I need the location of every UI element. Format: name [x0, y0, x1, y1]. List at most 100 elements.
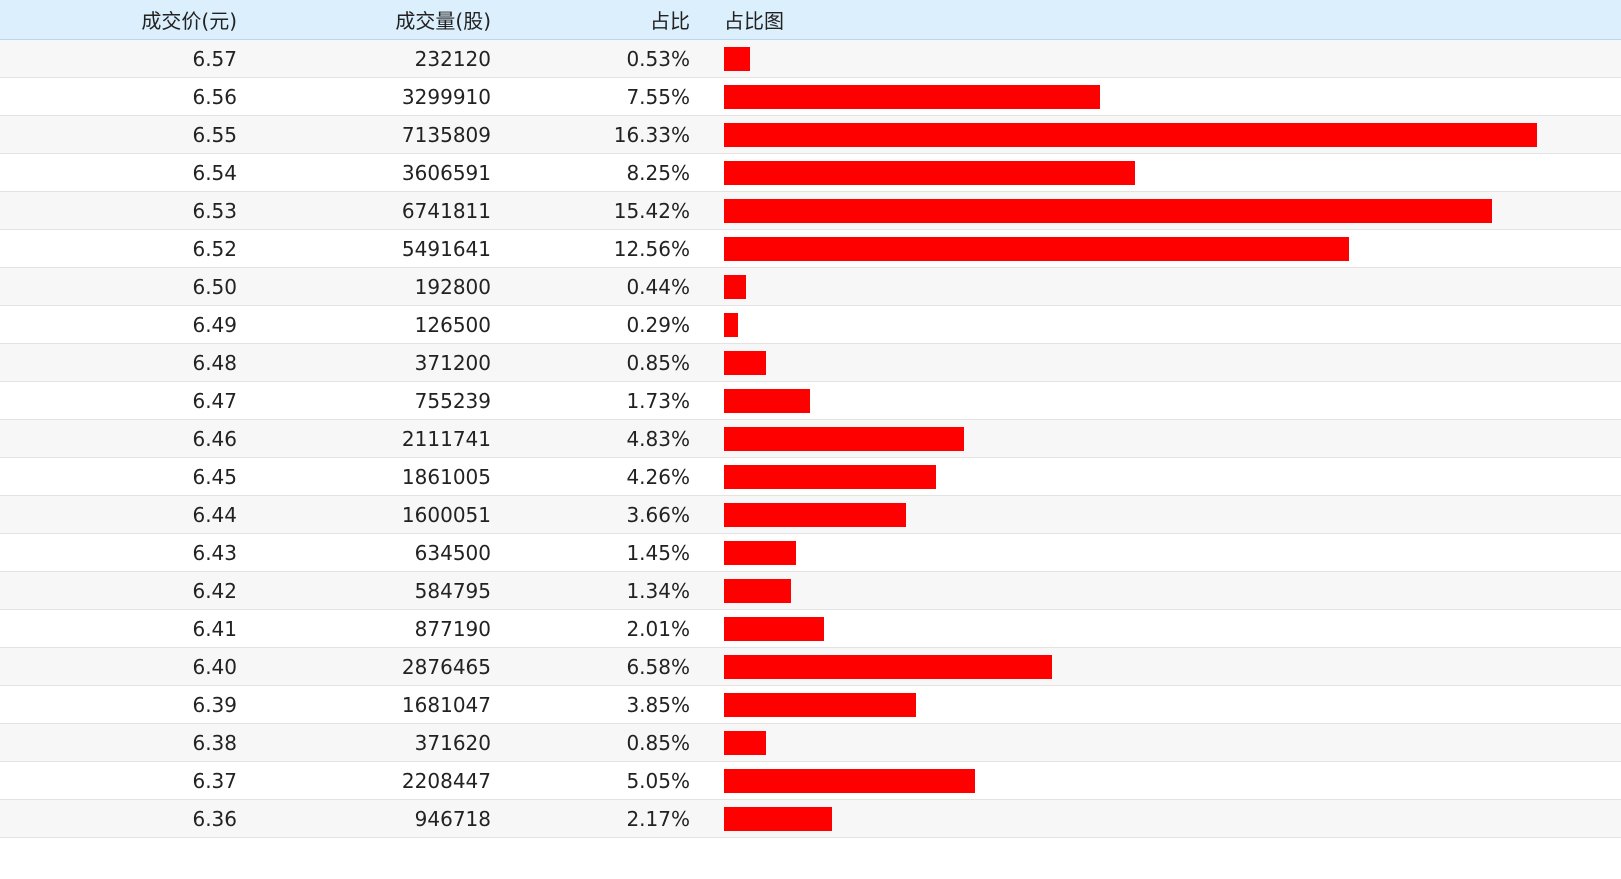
volume-cell: 877190: [414, 616, 491, 641]
table-row[interactable]: 6.57 232120 0.53%: [0, 40, 1621, 78]
price-cell: 6.49: [192, 312, 237, 337]
table-row[interactable]: 6.42 584795 1.34%: [0, 572, 1621, 610]
ratio-bar-cell: [724, 648, 1604, 685]
price-cell: 6.48: [192, 350, 237, 375]
table-row[interactable]: 6.44 1600051 3.66%: [0, 496, 1621, 534]
ratio-bar: [724, 768, 975, 793]
ratio-bar-cell: [724, 154, 1604, 191]
price-cell: 6.38: [192, 730, 237, 755]
volume-column-header[interactable]: 成交量(股): [395, 9, 491, 33]
ratio-cell: 15.42%: [613, 198, 690, 223]
ratio-bar-cell: [724, 534, 1604, 571]
ratio-bar-cell: [724, 268, 1604, 305]
price-cell: 6.57: [192, 46, 237, 71]
volume-cell: 371200: [414, 350, 491, 375]
ratio-bar: [724, 692, 916, 717]
price-cell: 6.54: [192, 160, 237, 185]
table-row[interactable]: 6.50 192800 0.44%: [0, 268, 1621, 306]
ratio-column-header[interactable]: 占比: [650, 9, 690, 33]
price-cell: 6.55: [192, 122, 237, 147]
price-cell: 6.56: [192, 84, 237, 109]
ratio-bar-cell: [724, 458, 1604, 495]
ratio-bar: [724, 616, 824, 641]
ratio-cell: 6.58%: [626, 654, 690, 679]
table-row[interactable]: 6.48 371200 0.85%: [0, 344, 1621, 382]
ratio-cell: 3.85%: [626, 692, 690, 717]
ratio-bar: [724, 806, 832, 831]
ratio-bar: [724, 502, 906, 527]
table-row[interactable]: 6.55 7135809 16.33%: [0, 116, 1621, 154]
table-row[interactable]: 6.56 3299910 7.55%: [0, 78, 1621, 116]
volume-cell: 1861005: [401, 464, 491, 489]
volume-cell: 3299910: [401, 84, 491, 109]
ratio-bar: [724, 312, 738, 337]
ratio-cell: 0.44%: [626, 274, 690, 299]
ratio-cell: 12.56%: [613, 236, 690, 261]
volume-cell: 232120: [414, 46, 491, 71]
ratio-cell: 0.29%: [626, 312, 690, 337]
price-cell: 6.41: [192, 616, 237, 641]
ratio-cell: 5.05%: [626, 768, 690, 793]
price-cell: 6.44: [192, 502, 237, 527]
ratio-bar: [724, 730, 766, 755]
ratio-bar-cell: [724, 610, 1604, 647]
volume-cell: 634500: [414, 540, 491, 565]
ratio-bar-cell: [724, 724, 1604, 761]
ratio-bar: [724, 122, 1537, 147]
table-row[interactable]: 6.37 2208447 5.05%: [0, 762, 1621, 800]
table-row[interactable]: 6.45 1861005 4.26%: [0, 458, 1621, 496]
ratio-bar-cell: [724, 344, 1604, 381]
ratio-bar: [724, 46, 750, 71]
ratio-bar-cell: [724, 420, 1604, 457]
ratio-bar: [724, 654, 1052, 679]
table-row[interactable]: 6.43 634500 1.45%: [0, 534, 1621, 572]
price-column-header[interactable]: 成交价(元): [141, 9, 237, 33]
ratio-bar: [724, 198, 1492, 223]
table-row[interactable]: 6.39 1681047 3.85%: [0, 686, 1621, 724]
ratio-bar-cell: [724, 762, 1604, 799]
volume-cell: 3606591: [401, 160, 491, 185]
table-row[interactable]: 6.36 946718 2.17%: [0, 800, 1621, 838]
ratio-cell: 16.33%: [613, 122, 690, 147]
table-row[interactable]: 6.47 755239 1.73%: [0, 382, 1621, 420]
ratio-bar: [724, 350, 766, 375]
table-row[interactable]: 6.41 877190 2.01%: [0, 610, 1621, 648]
volume-cell: 1600051: [401, 502, 491, 527]
ratio-bar-cell: [724, 496, 1604, 533]
ratio-bar-cell: [724, 192, 1604, 229]
table-body: 6.57 232120 0.53% 6.56 3299910 7.55% 6.55 71358…: [0, 40, 1621, 838]
volume-cell: 5491641: [401, 236, 491, 261]
ratio-bar-cell: [724, 306, 1604, 343]
table-row[interactable]: 6.53 6741811 15.42%: [0, 192, 1621, 230]
price-cell: 6.45: [192, 464, 237, 489]
ratio-cell: 0.85%: [626, 730, 690, 755]
price-cell: 6.37: [192, 768, 237, 793]
ratio-bar-cell: [724, 382, 1604, 419]
ratio-bar: [724, 388, 810, 413]
ratio-cell: 0.53%: [626, 46, 690, 71]
ratio-bar: [724, 160, 1135, 185]
volume-cell: 946718: [414, 806, 491, 831]
volume-cell: 584795: [414, 578, 491, 603]
volume-cell: 2111741: [401, 426, 491, 451]
price-cell: 6.52: [192, 236, 237, 261]
ratio-bar: [724, 578, 791, 603]
price-cell: 6.53: [192, 198, 237, 223]
ratio-chart-column-header[interactable]: 占比图: [724, 9, 784, 33]
volume-cell: 2876465: [401, 654, 491, 679]
price-cell: 6.39: [192, 692, 237, 717]
price-cell: 6.46: [192, 426, 237, 451]
table-row[interactable]: 6.54 3606591 8.25%: [0, 154, 1621, 192]
table-row[interactable]: 6.52 5491641 12.56%: [0, 230, 1621, 268]
table-row[interactable]: 6.46 2111741 4.83%: [0, 420, 1621, 458]
table-row[interactable]: 6.49 126500 0.29%: [0, 306, 1621, 344]
table-row[interactable]: 6.40 2876465 6.58%: [0, 648, 1621, 686]
ratio-bar: [724, 84, 1100, 109]
price-cell: 6.36: [192, 806, 237, 831]
table-row[interactable]: 6.38 371620 0.85%: [0, 724, 1621, 762]
ratio-bar-cell: [724, 572, 1604, 609]
price-cell: 6.47: [192, 388, 237, 413]
price-cell: 6.42: [192, 578, 237, 603]
ratio-cell: 1.73%: [626, 388, 690, 413]
ratio-bar-cell: [724, 40, 1604, 77]
